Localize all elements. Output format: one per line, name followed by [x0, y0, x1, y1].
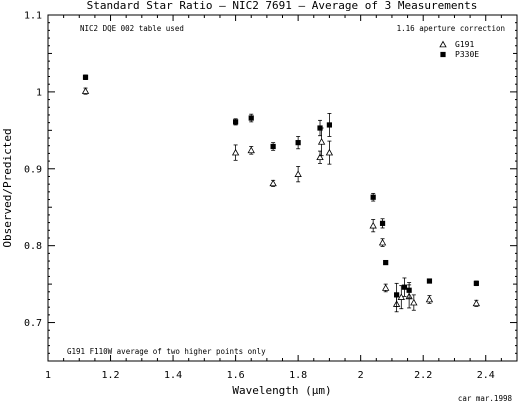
data-point [401, 284, 408, 290]
data-point [379, 220, 386, 226]
data-point [325, 148, 334, 156]
annotation-g191-note: G191 F110W average of two higher points … [67, 347, 266, 356]
data-point [406, 287, 412, 293]
legend-label: P330E [455, 50, 479, 59]
legend-marker [440, 51, 446, 58]
plot-area [47, 14, 518, 362]
data-point [295, 140, 301, 146]
x-tick-label: 1 [45, 370, 51, 381]
data-point [394, 292, 400, 298]
y-tick-label: 0.9 [24, 164, 42, 175]
data-point [269, 179, 277, 187]
annotation-aperture-correction: 1.16 aperture correction [397, 24, 505, 33]
data-point [472, 299, 481, 307]
data-point [316, 153, 324, 161]
data-point [231, 148, 240, 156]
data-point [370, 194, 376, 200]
y-tick-label: 1 [36, 87, 42, 98]
x-tick-label: 1.4 [164, 370, 182, 381]
data-point [410, 298, 418, 306]
series-g191 [81, 87, 481, 313]
data-point [326, 122, 332, 128]
data-point [378, 238, 387, 246]
data-point [397, 293, 405, 300]
y-tick-label: 0.8 [24, 241, 42, 252]
data-point [247, 146, 255, 154]
y-tick-label: 1.1 [24, 11, 42, 22]
x-axis-label: Wavelength (μm) [232, 384, 331, 397]
data-points [81, 74, 481, 313]
data-point [426, 278, 433, 284]
annotation-table-used: NIC2 DQE 002 table used [80, 24, 184, 33]
data-point [425, 295, 434, 303]
data-point [294, 170, 302, 177]
data-point [382, 284, 390, 291]
data-point [233, 119, 239, 125]
data-point [317, 138, 326, 145]
series-p330e [82, 74, 479, 307]
data-point [473, 280, 479, 286]
data-point [317, 125, 323, 131]
data-point [81, 87, 90, 94]
y-axis-label: Observed/Predicted [1, 128, 14, 247]
x-tick-label: 1.8 [289, 370, 307, 381]
legend-label: G191 [455, 40, 474, 49]
data-point [369, 221, 377, 229]
data-point [383, 259, 389, 266]
data-point [82, 74, 89, 80]
y-axis: 0.7 0.8 0.9 1 1.1 [24, 11, 517, 362]
data-point [270, 143, 276, 150]
x-tick-label: 2.4 [477, 370, 495, 381]
x-tick-label: 2.2 [414, 370, 432, 381]
chart-title: Standard Star Ratio — NIC2 7691 — Averag… [87, 0, 478, 12]
y-tick-label: 0.7 [24, 318, 42, 329]
legend-marker [439, 40, 447, 48]
footer-credit: car mar.1998 [458, 394, 513, 403]
x-axis: 1 1.2 1.4 1.6 1.8 2 2.2 2.4 [45, 15, 518, 381]
x-tick-label: 2 [358, 370, 364, 381]
data-point [248, 115, 254, 121]
x-tick-label: 1.6 [227, 370, 245, 381]
x-tick-label: 1.2 [102, 370, 120, 381]
